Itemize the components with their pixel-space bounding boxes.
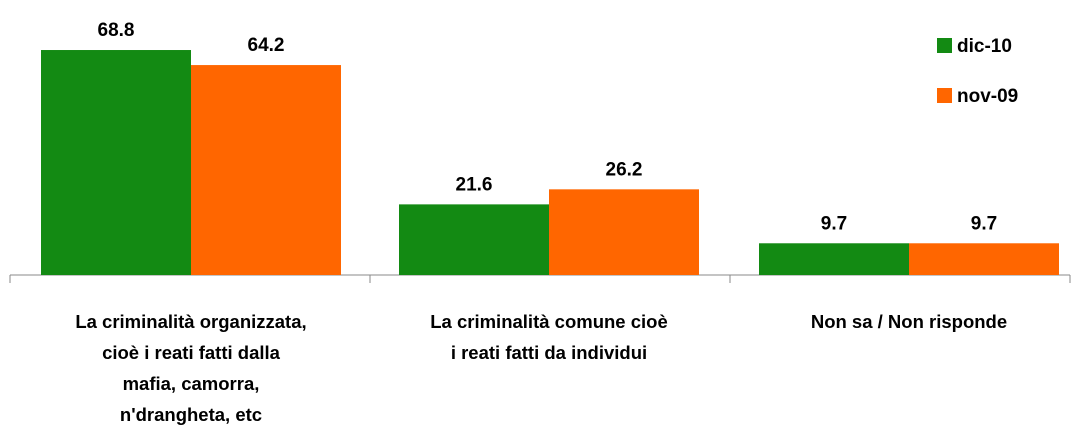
bar [549, 189, 699, 275]
value-label: 68.8 [98, 20, 135, 41]
value-label: 9.7 [821, 213, 847, 234]
value-label: 21.6 [456, 174, 493, 195]
value-label: 26.2 [606, 159, 643, 180]
legend-label: nov-09 [957, 86, 1018, 107]
legend-label: dic-10 [957, 36, 1012, 57]
bar [399, 204, 549, 275]
legend-swatch [937, 88, 952, 103]
bar [759, 243, 909, 275]
value-label: 9.7 [971, 213, 997, 234]
bar [41, 50, 191, 275]
legend-swatch [937, 38, 952, 53]
value-label: 64.2 [248, 35, 285, 56]
x-tick-label: La criminalità comune cioè i reati fatti… [430, 311, 668, 363]
bar [191, 65, 341, 275]
x-tick-label: Non sa / Non risponde [810, 311, 1008, 332]
x-tick-label: La criminalità organizzata, cioè i reati… [75, 311, 307, 425]
bar [909, 243, 1059, 275]
